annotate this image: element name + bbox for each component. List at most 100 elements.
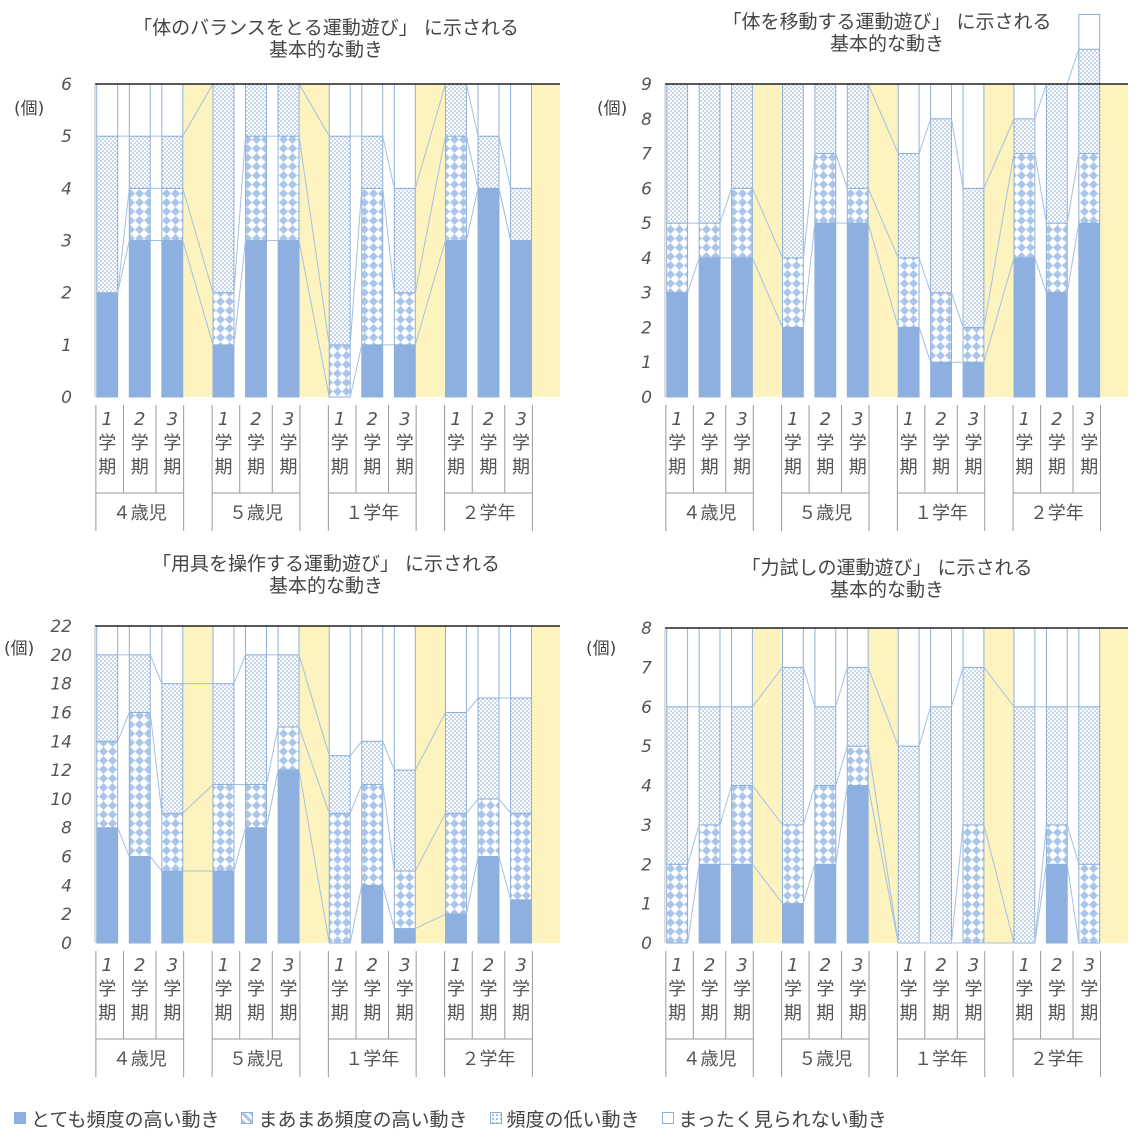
group-gap-band bbox=[983, 628, 1014, 943]
bar-segment bbox=[510, 899, 533, 944]
legend-item-not-seen: まったく見られない動き bbox=[661, 1105, 887, 1132]
x-tick-label-term: 3 bbox=[399, 409, 410, 430]
x-group-label: ４歳児 bbox=[683, 503, 737, 524]
bar-segment bbox=[781, 83, 804, 259]
series-connector bbox=[1066, 49, 1080, 85]
legend-item-very-high: とても頻度の高い動き bbox=[14, 1105, 219, 1132]
bar-segment bbox=[698, 257, 721, 398]
series-connector bbox=[751, 667, 783, 708]
y-tick-label: 9 bbox=[641, 75, 652, 95]
series-connector bbox=[265, 726, 279, 785]
y-tick-label: 2 bbox=[641, 318, 652, 338]
bar-segment bbox=[212, 292, 235, 346]
bar-segment bbox=[1078, 863, 1101, 944]
series-connector bbox=[466, 798, 479, 814]
bar-segment bbox=[731, 627, 753, 708]
series-connector bbox=[414, 83, 446, 189]
x-tick-label-term: 期 bbox=[247, 457, 265, 478]
series-connector bbox=[382, 188, 395, 293]
y-tick-label: 1 bbox=[641, 353, 652, 373]
y-tick-label: 8 bbox=[61, 819, 72, 839]
series-connector bbox=[382, 885, 395, 929]
y-tick-label: 6 bbox=[641, 698, 652, 718]
group-gap-band bbox=[415, 626, 446, 943]
series-connector bbox=[349, 740, 363, 756]
x-tick-label-term: 期 bbox=[784, 1003, 802, 1024]
x-group-label: ５歳児 bbox=[229, 503, 283, 524]
bar-segment bbox=[328, 135, 351, 346]
x-tick-label-term: 期 bbox=[816, 457, 834, 478]
bar-segment bbox=[161, 683, 184, 814]
series-connector bbox=[835, 153, 848, 189]
bar-segment bbox=[897, 326, 920, 398]
series-connector bbox=[867, 83, 899, 154]
series-connector bbox=[802, 223, 816, 328]
bar-segment bbox=[393, 83, 416, 189]
series-connector bbox=[1034, 864, 1047, 944]
x-tick-label-term: 3 bbox=[852, 409, 863, 430]
bar-segment bbox=[361, 625, 384, 742]
x-tick-label-term: 学 bbox=[331, 433, 349, 454]
y-axis-label: (個) bbox=[14, 99, 44, 119]
chart-panel-3: 「用具を操作する運動遊び」 に示される基本的な動き(個)024681012141… bbox=[4, 553, 560, 1077]
x-tick-label-term: 2 bbox=[704, 955, 715, 976]
bar-segment bbox=[731, 785, 753, 865]
bar-segment bbox=[128, 711, 151, 858]
bar-segment bbox=[328, 344, 351, 398]
bar-segment bbox=[698, 627, 721, 708]
bar-segment bbox=[444, 812, 467, 915]
group-gap-band bbox=[752, 84, 783, 397]
chart-panel-1: 「体のバランスをとる運動遊び」 に示される基本的な動き(個)01234561学期… bbox=[14, 17, 560, 531]
x-tick-label-term: 2 bbox=[1051, 409, 1062, 430]
series-connector bbox=[983, 667, 1015, 708]
bar-segment bbox=[328, 812, 351, 944]
y-tick-label: 3 bbox=[61, 232, 72, 252]
x-tick-label-term: 学 bbox=[932, 979, 950, 1000]
series-connector bbox=[298, 726, 330, 814]
x-tick-label-term: 3 bbox=[1083, 955, 1094, 976]
x-tick-label-term: 2 bbox=[935, 955, 946, 976]
series-connector bbox=[182, 240, 214, 345]
x-tick-label-term: 学 bbox=[964, 433, 982, 454]
series-connector bbox=[983, 257, 1015, 363]
bar-segment bbox=[328, 83, 351, 137]
group-gap-band bbox=[299, 626, 330, 943]
series-connector bbox=[719, 188, 733, 224]
x-tick-label-term: 学 bbox=[214, 979, 232, 1000]
series-connector bbox=[465, 83, 479, 137]
bar-segment bbox=[161, 83, 184, 137]
bar-segment bbox=[477, 697, 500, 800]
series-connector bbox=[149, 856, 163, 872]
group-gap-band bbox=[415, 84, 446, 397]
x-tick-label-term: 学 bbox=[701, 433, 719, 454]
bar-segment bbox=[962, 187, 985, 328]
y-tick-label: 7 bbox=[641, 658, 652, 678]
x-tick-label-term: 期 bbox=[1080, 457, 1098, 478]
chart-title-line: 基本的な動き bbox=[830, 33, 944, 55]
bar-segment bbox=[930, 83, 952, 120]
x-tick-label-term: 学 bbox=[480, 979, 498, 1000]
series-connector bbox=[498, 188, 512, 241]
bar-segment bbox=[245, 784, 267, 829]
x-tick-label-term: 2 bbox=[935, 409, 946, 430]
x-tick-label-term: 期 bbox=[701, 1003, 719, 1024]
bar-segment bbox=[731, 257, 753, 398]
bar-segment bbox=[1078, 48, 1101, 155]
bar-segment bbox=[846, 222, 869, 398]
bar-segment bbox=[212, 83, 235, 294]
x-tick-label-term: 2 bbox=[250, 955, 261, 976]
x-tick-label-term: 学 bbox=[512, 979, 530, 1000]
bar-segment bbox=[781, 627, 804, 668]
x-tick-label-term: 期 bbox=[163, 1003, 181, 1024]
bar-segment bbox=[393, 625, 416, 771]
chart-panel-2: 「体を移動する運動遊び」 に示される基本的な動き(個)01234567891学期… bbox=[597, 11, 1128, 531]
bar-segment bbox=[128, 654, 151, 713]
x-tick-label-term: 学 bbox=[668, 979, 686, 1000]
series-connector bbox=[918, 118, 932, 154]
series-connector bbox=[233, 136, 247, 293]
y-tick-label: 5 bbox=[641, 737, 652, 757]
legend: とても頻度の高い動き まあまあ頻度の高い動き 頻度の低い動き まったく見られない… bbox=[14, 1104, 1134, 1132]
series-connector bbox=[298, 240, 330, 398]
series-connector bbox=[265, 769, 279, 828]
x-tick-label-term: 学 bbox=[784, 979, 802, 1000]
